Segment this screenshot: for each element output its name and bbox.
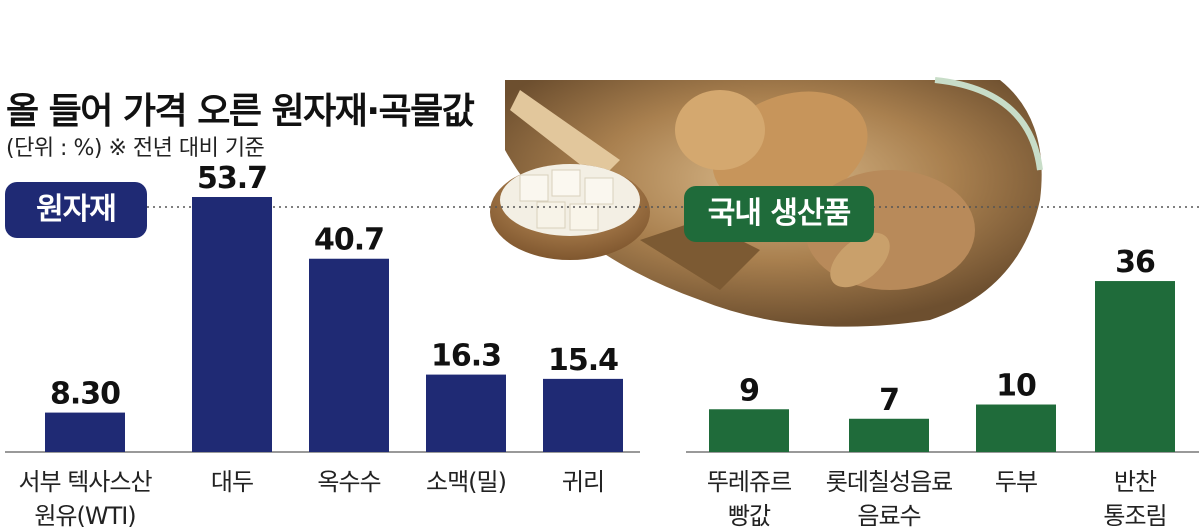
raw-materials-bars: 8.30 서부 텍사스산 원유(WTI) 53.7 대두 40.7 옥수수 16.3 소맥(밀)… bbox=[18, 161, 623, 530]
domestic-category-label-3: 반찬 통조림 bbox=[1103, 468, 1166, 530]
domestic-value-label-1: 7 bbox=[879, 383, 899, 418]
domestic-bar-1 bbox=[849, 418, 929, 452]
raw-value-label-2: 40.7 bbox=[314, 223, 384, 258]
raw-bar-1 bbox=[192, 197, 272, 452]
domestic-category-label-2: 두부 bbox=[995, 468, 1037, 496]
chart-title: 올 들어 가격 오른 원자재·곡물값 bbox=[6, 91, 475, 132]
raw-bar-2 bbox=[309, 258, 389, 452]
domestic-bar-2 bbox=[976, 404, 1056, 452]
domestic-value-label-3: 36 bbox=[1115, 245, 1155, 280]
domestic-value-label-0: 9 bbox=[739, 373, 759, 408]
domestic-bar-3 bbox=[1095, 281, 1175, 452]
raw-bar-3 bbox=[426, 374, 506, 452]
raw-category-label-0: 서부 텍사스산 원유(WTI) bbox=[18, 468, 152, 530]
raw-value-label-0: 8.30 bbox=[50, 377, 120, 412]
chart-subtitle: (단위 : %) ※ 전년 대비 기준 bbox=[6, 136, 265, 161]
raw-bar-4 bbox=[543, 378, 623, 452]
domestic-products-bars: 9 뚜레쥬르 빵값 7 롯데칠성음료 음료수 10 두부 36 반찬 통조림 bbox=[707, 245, 1175, 530]
raw-bar-0 bbox=[45, 412, 125, 452]
raw-category-label-2: 옥수수 bbox=[317, 468, 380, 496]
domestic-category-label-1: 롯데칠성음료 음료수 bbox=[826, 468, 952, 530]
domestic-bar-0 bbox=[709, 409, 789, 452]
raw-value-label-3: 16.3 bbox=[431, 339, 501, 374]
raw-value-label-4: 15.4 bbox=[548, 343, 618, 378]
raw-category-label-1: 대두 bbox=[211, 468, 253, 496]
domestic-products-badge: 국내 생산품 bbox=[684, 186, 874, 242]
raw-category-label-3: 소맥(밀) bbox=[426, 468, 506, 496]
raw-category-label-4: 귀리 bbox=[562, 468, 604, 496]
domestic-category-label-0: 뚜레쥬르 빵값 bbox=[707, 468, 791, 530]
domestic-value-label-2: 10 bbox=[996, 369, 1036, 404]
raw-materials-badge: 원자재 bbox=[5, 182, 147, 238]
raw-value-label-1: 53.7 bbox=[197, 161, 267, 196]
